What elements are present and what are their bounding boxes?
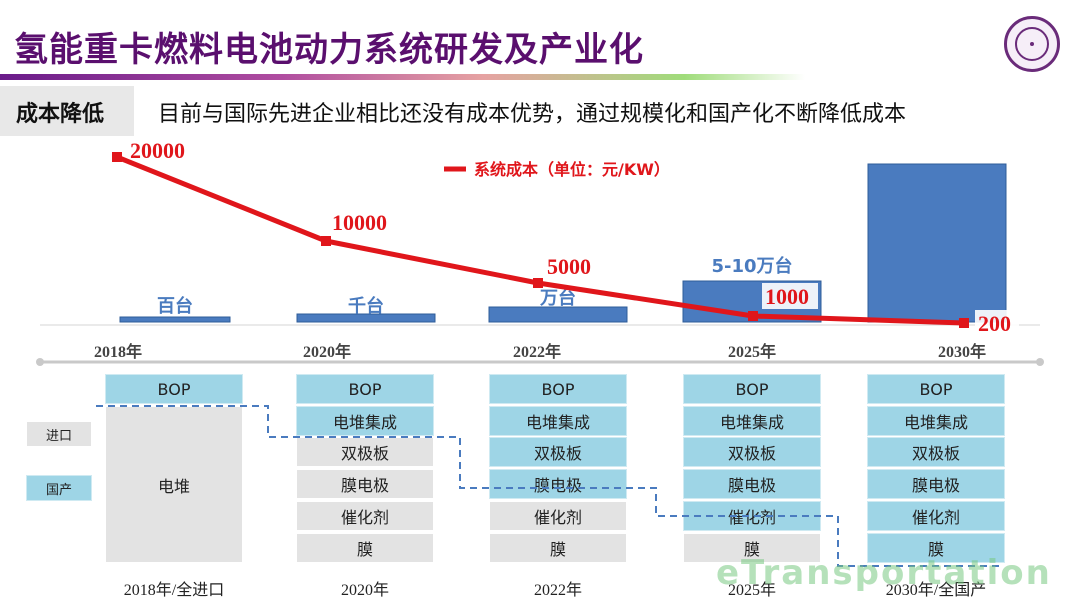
- volume-bar-label-1: 百台: [157, 295, 193, 317]
- year-tick-label-1: 2018年: [94, 342, 142, 361]
- volume-bar-label-4: 5-10万台: [711, 255, 792, 277]
- stack-block-2-1: BOP: [296, 374, 434, 404]
- stack-column-label-3: 2022年: [533, 582, 583, 599]
- watermark: eTransportation: [716, 553, 1052, 593]
- volume-bar-label-5: 50-100万台: [884, 143, 990, 165]
- stack-column-label-5: 2030年/全国产: [885, 582, 987, 599]
- stack-block-5-3: 双极板: [867, 437, 1005, 467]
- legend-imported: 进口: [26, 421, 92, 447]
- stack-block-2-5: 催化剂: [296, 501, 434, 531]
- cost-point-4: [748, 311, 758, 321]
- cost-value-label-3: 5000: [547, 254, 591, 279]
- stack-column-label-4: 2025年: [727, 582, 777, 599]
- cost-point-2: [321, 236, 331, 246]
- stack-block-4-3: 双极板: [683, 437, 821, 467]
- cost-point-3: [533, 278, 543, 288]
- slide-title: 氢能重卡燃料电池动力系统研发及产业化: [14, 30, 644, 70]
- legend-imported-label: 进口: [45, 428, 72, 444]
- subtitle-label-box: 成本降低: [0, 86, 134, 136]
- logo-dot: [1030, 42, 1034, 46]
- stack-block-1-1: BOP: [105, 374, 243, 404]
- stack-block-3-3: 双极板: [489, 437, 627, 467]
- cost-label-bg-5: [975, 310, 1019, 336]
- year-tick-label-5: 2030年: [938, 342, 986, 361]
- cost-value-label-4: 1000: [765, 284, 809, 309]
- cost-point-1: [112, 152, 122, 162]
- year-tick-label-2: 2020年: [303, 342, 351, 361]
- cost-volume-chart: 百台 2018年 千台 2020年 万台 2022年 5-10万台 2025年 50-100万台…: [36, 138, 1044, 366]
- stack-block-3-6: 膜: [489, 533, 627, 563]
- stack-block-1-2: 电堆: [105, 406, 243, 563]
- stack-block-2-4: 膜电极: [296, 469, 434, 499]
- stack-block-4-4: 膜电极: [683, 469, 821, 499]
- stack-block-4-5: 催化剂: [683, 501, 821, 531]
- cost-label-bg-2: [329, 209, 397, 235]
- stack-block-2-2: 电堆集成: [296, 406, 434, 436]
- volume-bar-label-2: 千台: [348, 295, 384, 317]
- stack-block-5-1: BOP: [867, 374, 1005, 404]
- volume-bar-2: [296, 313, 436, 323]
- cost-value-label-2: 10000: [332, 210, 387, 235]
- volume-bar-label-3: 万台: [539, 287, 576, 309]
- stack-block-3-1: BOP: [489, 374, 627, 404]
- subtitle-label: 成本降低: [16, 102, 105, 127]
- stack-block-2-6: 膜: [296, 533, 434, 563]
- stack-block-4-2: 电堆集成: [683, 406, 821, 436]
- cost-label-bg-4: [762, 283, 818, 309]
- subtitle-text: 目前与国际先进企业相比还没有成本优势，通过规模化和国产化不断降低成本: [158, 102, 907, 127]
- cost-label-bg-3: [544, 253, 600, 279]
- volume-bar-3: [488, 306, 628, 323]
- title-underline: [0, 74, 805, 80]
- stack-block-5-2: 电堆集成: [867, 406, 1005, 436]
- timeline-start-dot: [36, 358, 44, 366]
- year-tick-label-3: 2022年: [513, 342, 561, 361]
- stack-block-5-4: 膜电极: [867, 469, 1005, 499]
- cost-value-label-5: 200: [978, 311, 1011, 336]
- volume-bar-5: [867, 163, 1007, 323]
- volume-bar-1: [119, 316, 231, 323]
- stack-column-label-1: 2018年/全进口: [123, 582, 225, 599]
- university-logo: [1004, 16, 1060, 72]
- year-tick-label-4: 2025年: [728, 342, 776, 361]
- stack-block-3-4: 膜电极: [489, 469, 627, 499]
- cost-point-5: [959, 318, 969, 328]
- stack-block-3-5: 催化剂: [489, 501, 627, 531]
- cost-value-label-1: 20000: [130, 138, 185, 163]
- logo-ring: [1015, 27, 1049, 61]
- legend-domestic: 国产: [26, 475, 92, 501]
- stack-block-4-1: BOP: [683, 374, 821, 404]
- timeline-end-dot: [1036, 358, 1044, 366]
- stack-block-5-5: 催化剂: [867, 501, 1005, 531]
- legend-domestic-label: 国产: [45, 482, 72, 498]
- legend-cost-label: 系统成本（单位：元/KW）: [474, 160, 670, 179]
- stack-block-3-2: 电堆集成: [489, 406, 627, 436]
- stack-column-label-2: 2020年: [340, 582, 390, 599]
- stack-block-2-3: 双极板: [296, 437, 434, 467]
